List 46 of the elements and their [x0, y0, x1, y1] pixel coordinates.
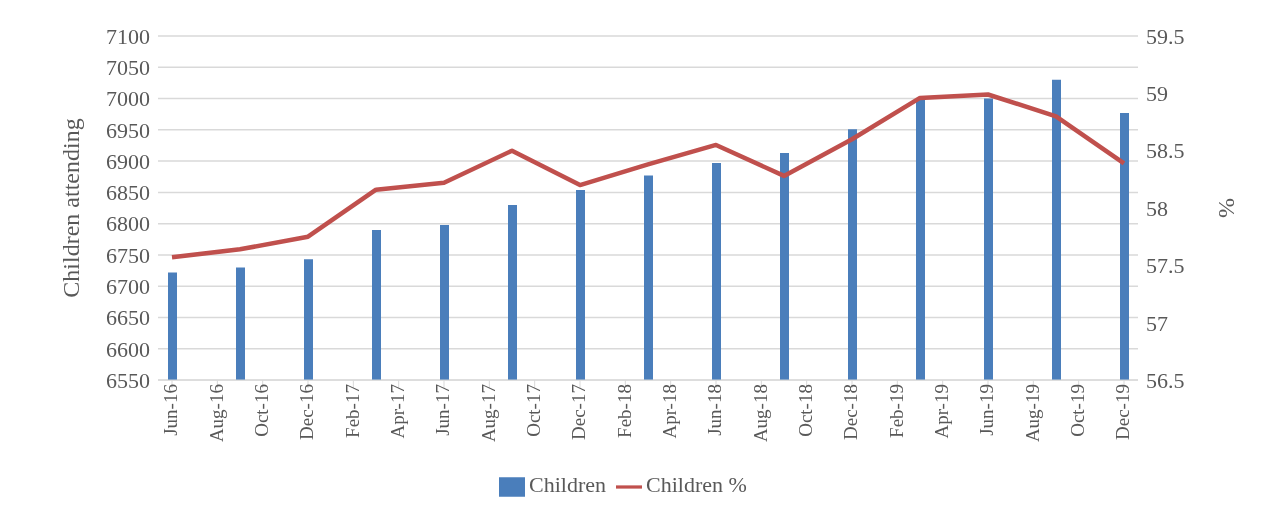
- x-tick-label: Oct-17: [523, 384, 545, 437]
- y-axis-title: Children attending: [57, 118, 84, 298]
- x-tick-label: Jun-16: [160, 384, 182, 436]
- y2-tick-label: 57: [1146, 310, 1168, 336]
- y-tick-label: 6650: [106, 305, 150, 331]
- x-tick-label: Dec-16: [296, 384, 318, 440]
- x-tick-label: Aug-18: [749, 384, 771, 443]
- y2-tick-label: 56.5: [1146, 367, 1185, 393]
- y-tick-label: 7050: [106, 55, 150, 81]
- y2-tick-label: 59: [1146, 81, 1168, 107]
- x-tick-label: Feb-18: [613, 384, 635, 438]
- y-tick-label: 6900: [106, 148, 150, 174]
- y-tick-label: 7100: [106, 23, 150, 49]
- y2-tick-label: 57.5: [1146, 253, 1185, 279]
- y2-tick-label: 58.5: [1146, 138, 1185, 164]
- x-tick-label: Dec-17: [568, 384, 590, 440]
- y-tick-label: 6950: [106, 117, 150, 143]
- y-tick-label: 7000: [106, 86, 150, 112]
- line-series: [169, 92, 1127, 260]
- y-tick-label: 6750: [106, 242, 150, 268]
- y2-tick-label: 59.5: [1146, 23, 1185, 49]
- x-tick-label: Feb-19: [885, 384, 907, 438]
- x-tick-label: Oct-18: [795, 384, 817, 437]
- x-tick-label: Apr-18: [659, 384, 681, 439]
- x-tick-label: Aug-16: [205, 384, 227, 443]
- x-tick-label: Jun-19: [976, 384, 998, 436]
- y2-axis-title: %: [1214, 198, 1241, 219]
- x-tick-label: Oct-16: [251, 384, 273, 437]
- x-tick-label: Apr-19: [931, 384, 953, 439]
- legend-label: Children: [529, 472, 607, 498]
- x-tick-label: Aug-17: [477, 384, 499, 443]
- legend-label: Children %: [646, 472, 747, 498]
- y-tick-label: 6800: [106, 211, 150, 237]
- x-tick-label: Jun-18: [704, 384, 726, 436]
- x-tick-label: Oct-19: [1067, 384, 1089, 437]
- y2-tick-label: 58: [1146, 195, 1168, 221]
- x-tick-label: Dec-18: [840, 384, 862, 440]
- y-tick-label: 6850: [106, 180, 150, 206]
- x-tick-label: Apr-17: [387, 384, 409, 439]
- y-tick-label: 6700: [106, 274, 150, 300]
- x-tick-label: Aug-19: [1021, 384, 1043, 443]
- y-tick-label: 6550: [106, 367, 150, 393]
- x-tick-label: Feb-17: [341, 384, 363, 438]
- y-tick-label: 6600: [106, 336, 150, 362]
- x-tick-label: Dec-19: [1112, 384, 1134, 440]
- x-tick-label: Jun-17: [432, 384, 454, 436]
